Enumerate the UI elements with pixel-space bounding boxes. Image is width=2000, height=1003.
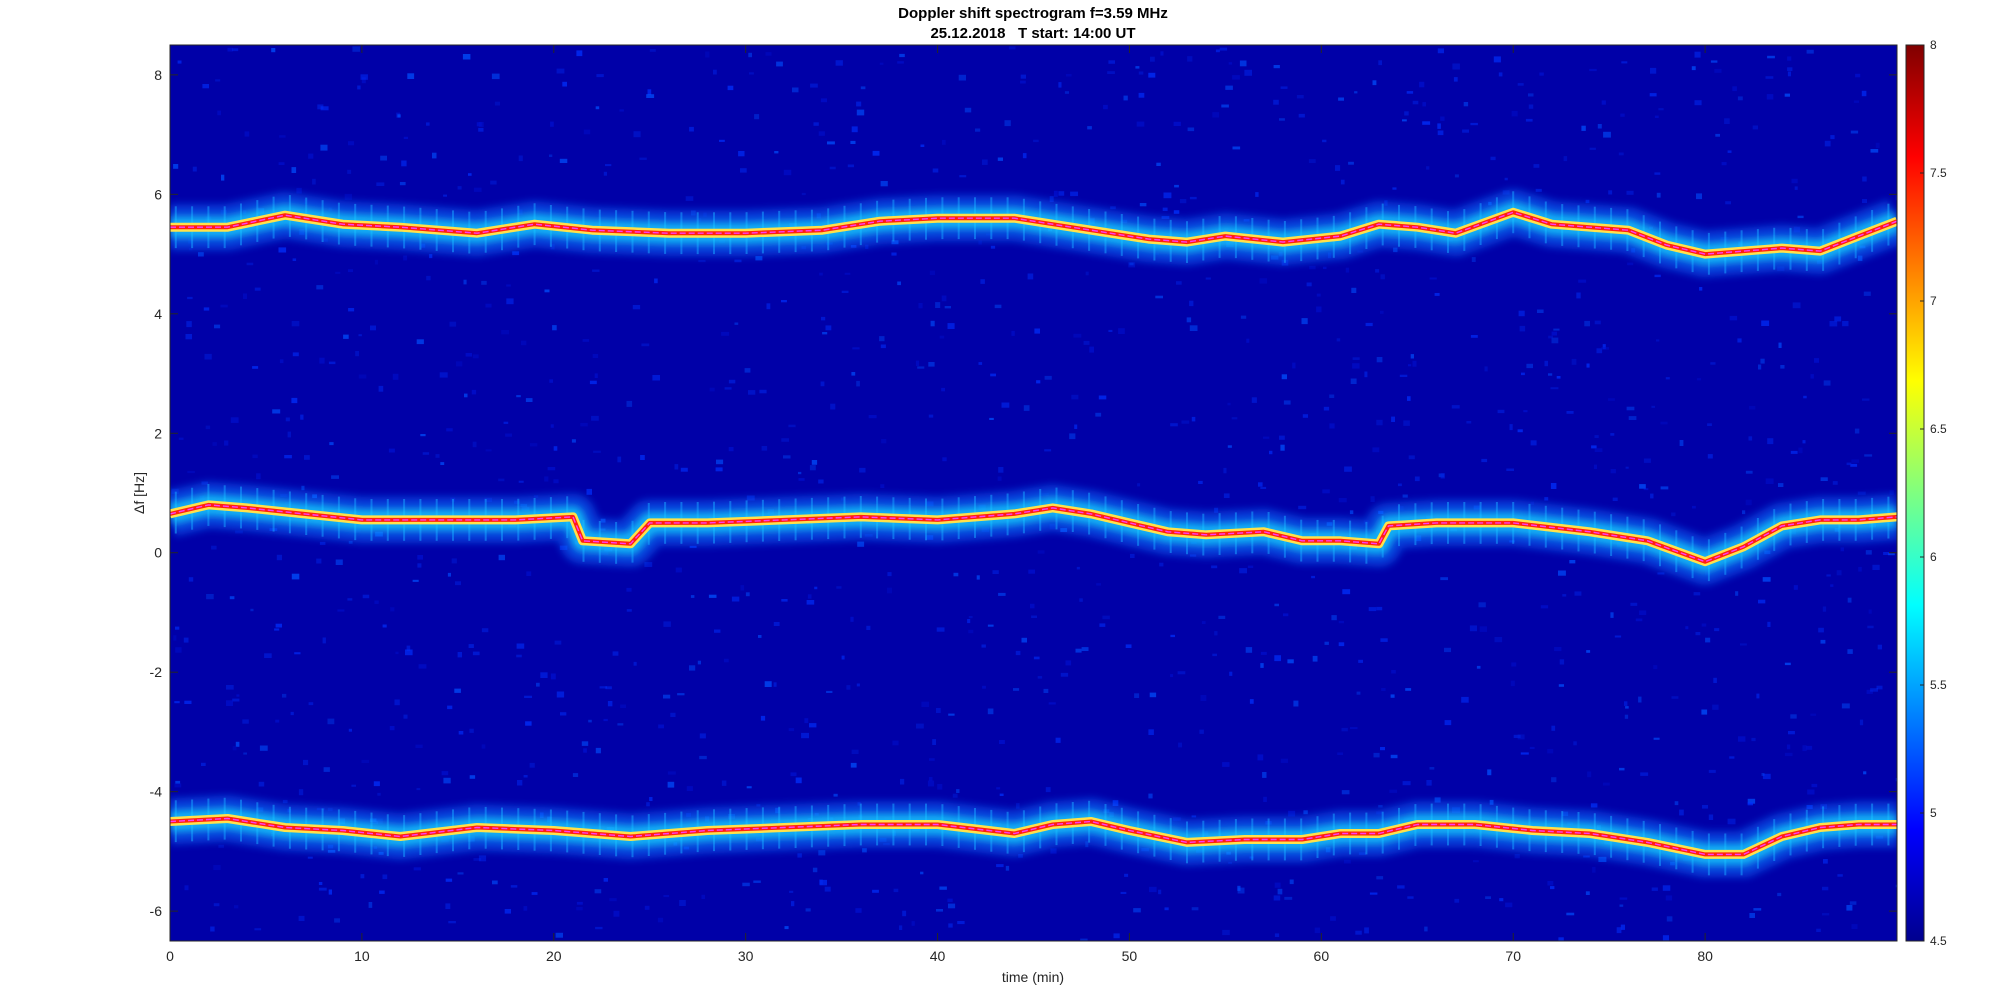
x-tick-label: 70 [1505,948,1521,964]
colorbar-tick-label: 5.5 [1930,678,1947,692]
band-trace-3 [170,817,1897,856]
x-tick-label: 0 [166,948,174,964]
x-tick-label: 50 [1122,948,1138,964]
y-tick-label: -2 [150,664,163,680]
colorbar-ticks: 8 7.5 7 6.5 6 5.5 5 4.5 [1920,38,1947,948]
colorbar-tick-label: 4.5 [1930,934,1947,948]
colorbar [1905,44,1925,942]
colorbar-tick-label: 5 [1930,806,1937,820]
y-axis: 8 6 4 2 0 -2 -4 -6 [150,67,1897,919]
x-axis: 0 10 20 30 40 50 60 70 80 [166,45,1713,964]
plot-frame [169,44,1898,942]
y-tick-label: 2 [154,425,162,441]
x-tick-label: 30 [738,948,754,964]
y-tick-label: -6 [150,903,163,919]
colorbar-tick-label: 7.5 [1930,166,1947,180]
y-axis-label: Δf [Hz] [131,472,147,514]
chart-subtitle: 25.12.2018 T start: 14:00 UT [930,25,1135,42]
x-tick-label: 40 [930,948,946,964]
y-tick-label: 6 [154,186,162,202]
x-tick-label: 80 [1697,948,1713,964]
x-axis-label: time (min) [1002,969,1064,985]
chart-title: Doppler shift spectrogram f=3.59 MHz [898,5,1168,22]
colorbar-tick-label: 8 [1930,38,1937,52]
x-tick-label: 10 [354,948,370,964]
band-trace-2 [170,504,1897,563]
band-trace-1 [170,211,1897,255]
x-tick-label: 20 [546,948,562,964]
y-tick-label: 0 [154,545,162,561]
colorbar-tick-label: 6.5 [1930,422,1947,436]
y-tick-label: 4 [154,306,162,322]
y-tick-label: -4 [150,784,163,800]
signal-bands [170,189,1897,878]
x-tick-label: 60 [1314,948,1330,964]
y-tick-label: 8 [154,67,162,83]
colorbar-tick-label: 7 [1930,294,1937,308]
colorbar-tick-label: 6 [1930,550,1937,564]
